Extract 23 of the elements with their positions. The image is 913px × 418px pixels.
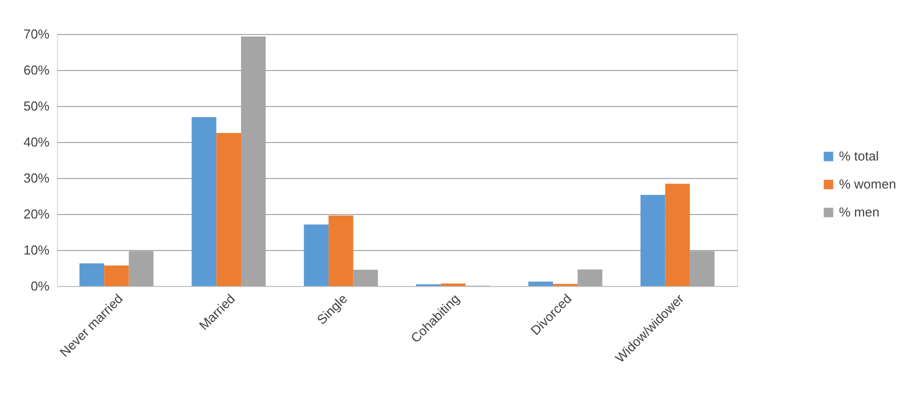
bar (528, 282, 553, 286)
bar (304, 224, 329, 286)
legend-label: % women (839, 176, 896, 192)
bar (440, 283, 466, 286)
bar (578, 269, 602, 286)
y-tick-label: 20% (23, 206, 50, 222)
bar (640, 194, 666, 286)
legend-label: % men (839, 204, 880, 220)
bar (104, 265, 129, 286)
y-tick-label: 50% (23, 98, 50, 114)
y-tick-label: 70% (23, 26, 50, 42)
y-tick-label: 0% (30, 278, 50, 294)
bar (665, 184, 690, 286)
y-tick-label: 30% (23, 170, 50, 186)
bar (216, 133, 242, 286)
y-tick-label: 10% (23, 242, 50, 258)
bar (192, 117, 216, 286)
bar (79, 263, 104, 286)
bar (353, 270, 378, 286)
y-tick-label: 60% (23, 62, 50, 78)
y-tick-label: 40% (23, 134, 50, 150)
legend-label: % total (839, 148, 879, 164)
bar (328, 215, 354, 286)
